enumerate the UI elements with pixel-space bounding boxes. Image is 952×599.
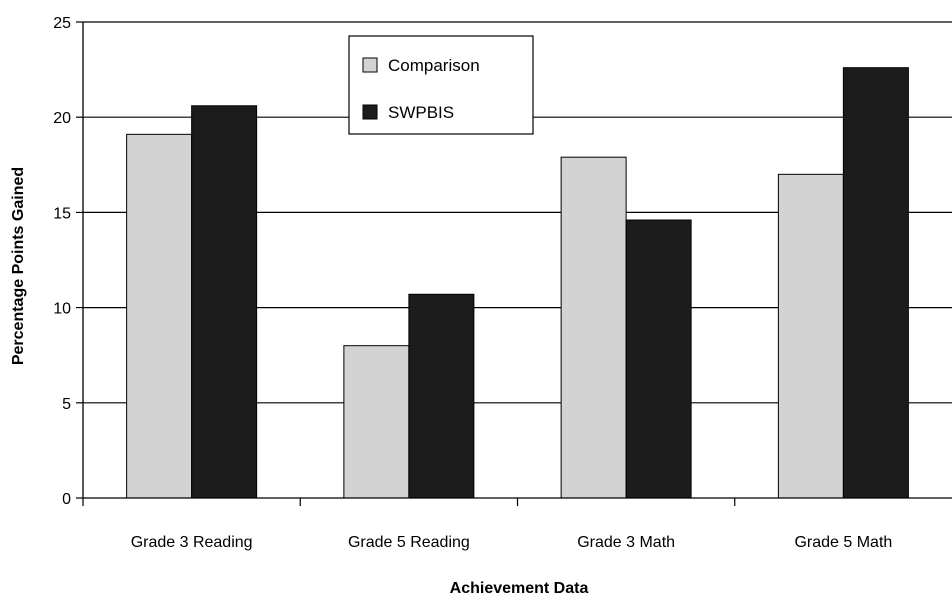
legend: Comparison SWPBIS [348,35,534,135]
bar-comparison-grade-3-reading [126,133,193,499]
bar-comparison-grade-5-math [777,173,844,499]
y-tick-label-20: 20 [53,110,71,127]
y-tick-label-10: 10 [53,301,71,318]
y-tick-label-25: 25 [53,15,71,32]
x-axis-title: Achievement Data [450,580,589,597]
bar-swpbis-grade-3-reading [191,105,258,499]
bar-swpbis-grade-3-math [625,219,692,499]
legend-swatch-swpbis [362,104,378,120]
bar-comparison-grade-3-math [560,156,627,499]
x-tick-label-grade-5-reading: Grade 5 Reading [348,534,470,551]
legend-swatch-comparison [362,57,378,73]
y-axis-ticks: 0 5 10 15 20 25 [53,15,83,508]
bar-swpbis-grade-5-math [842,67,909,499]
y-tick-label-15: 15 [53,205,71,222]
legend-label-swpbis: SWPBIS [388,103,454,122]
y-tick-label-5: 5 [62,396,71,413]
legend-label-comparison: Comparison [388,56,480,75]
legend-box [348,35,534,135]
bar-swpbis-grade-5-reading [408,293,475,499]
x-tick-label-grade-5-math: Grade 5 Math [794,534,892,551]
bar-comparison-grade-5-reading [343,345,410,499]
bars [126,67,909,499]
x-tick-label-grade-3-reading: Grade 3 Reading [131,534,253,551]
y-axis-title: Percentage Points Gained [10,167,27,365]
x-axis-ticks: Grade 3 Reading Grade 5 Reading Grade 3 Ma… [82,498,892,551]
x-tick-label-grade-3-math: Grade 3 Math [577,534,675,551]
y-tick-label-0: 0 [62,491,71,508]
